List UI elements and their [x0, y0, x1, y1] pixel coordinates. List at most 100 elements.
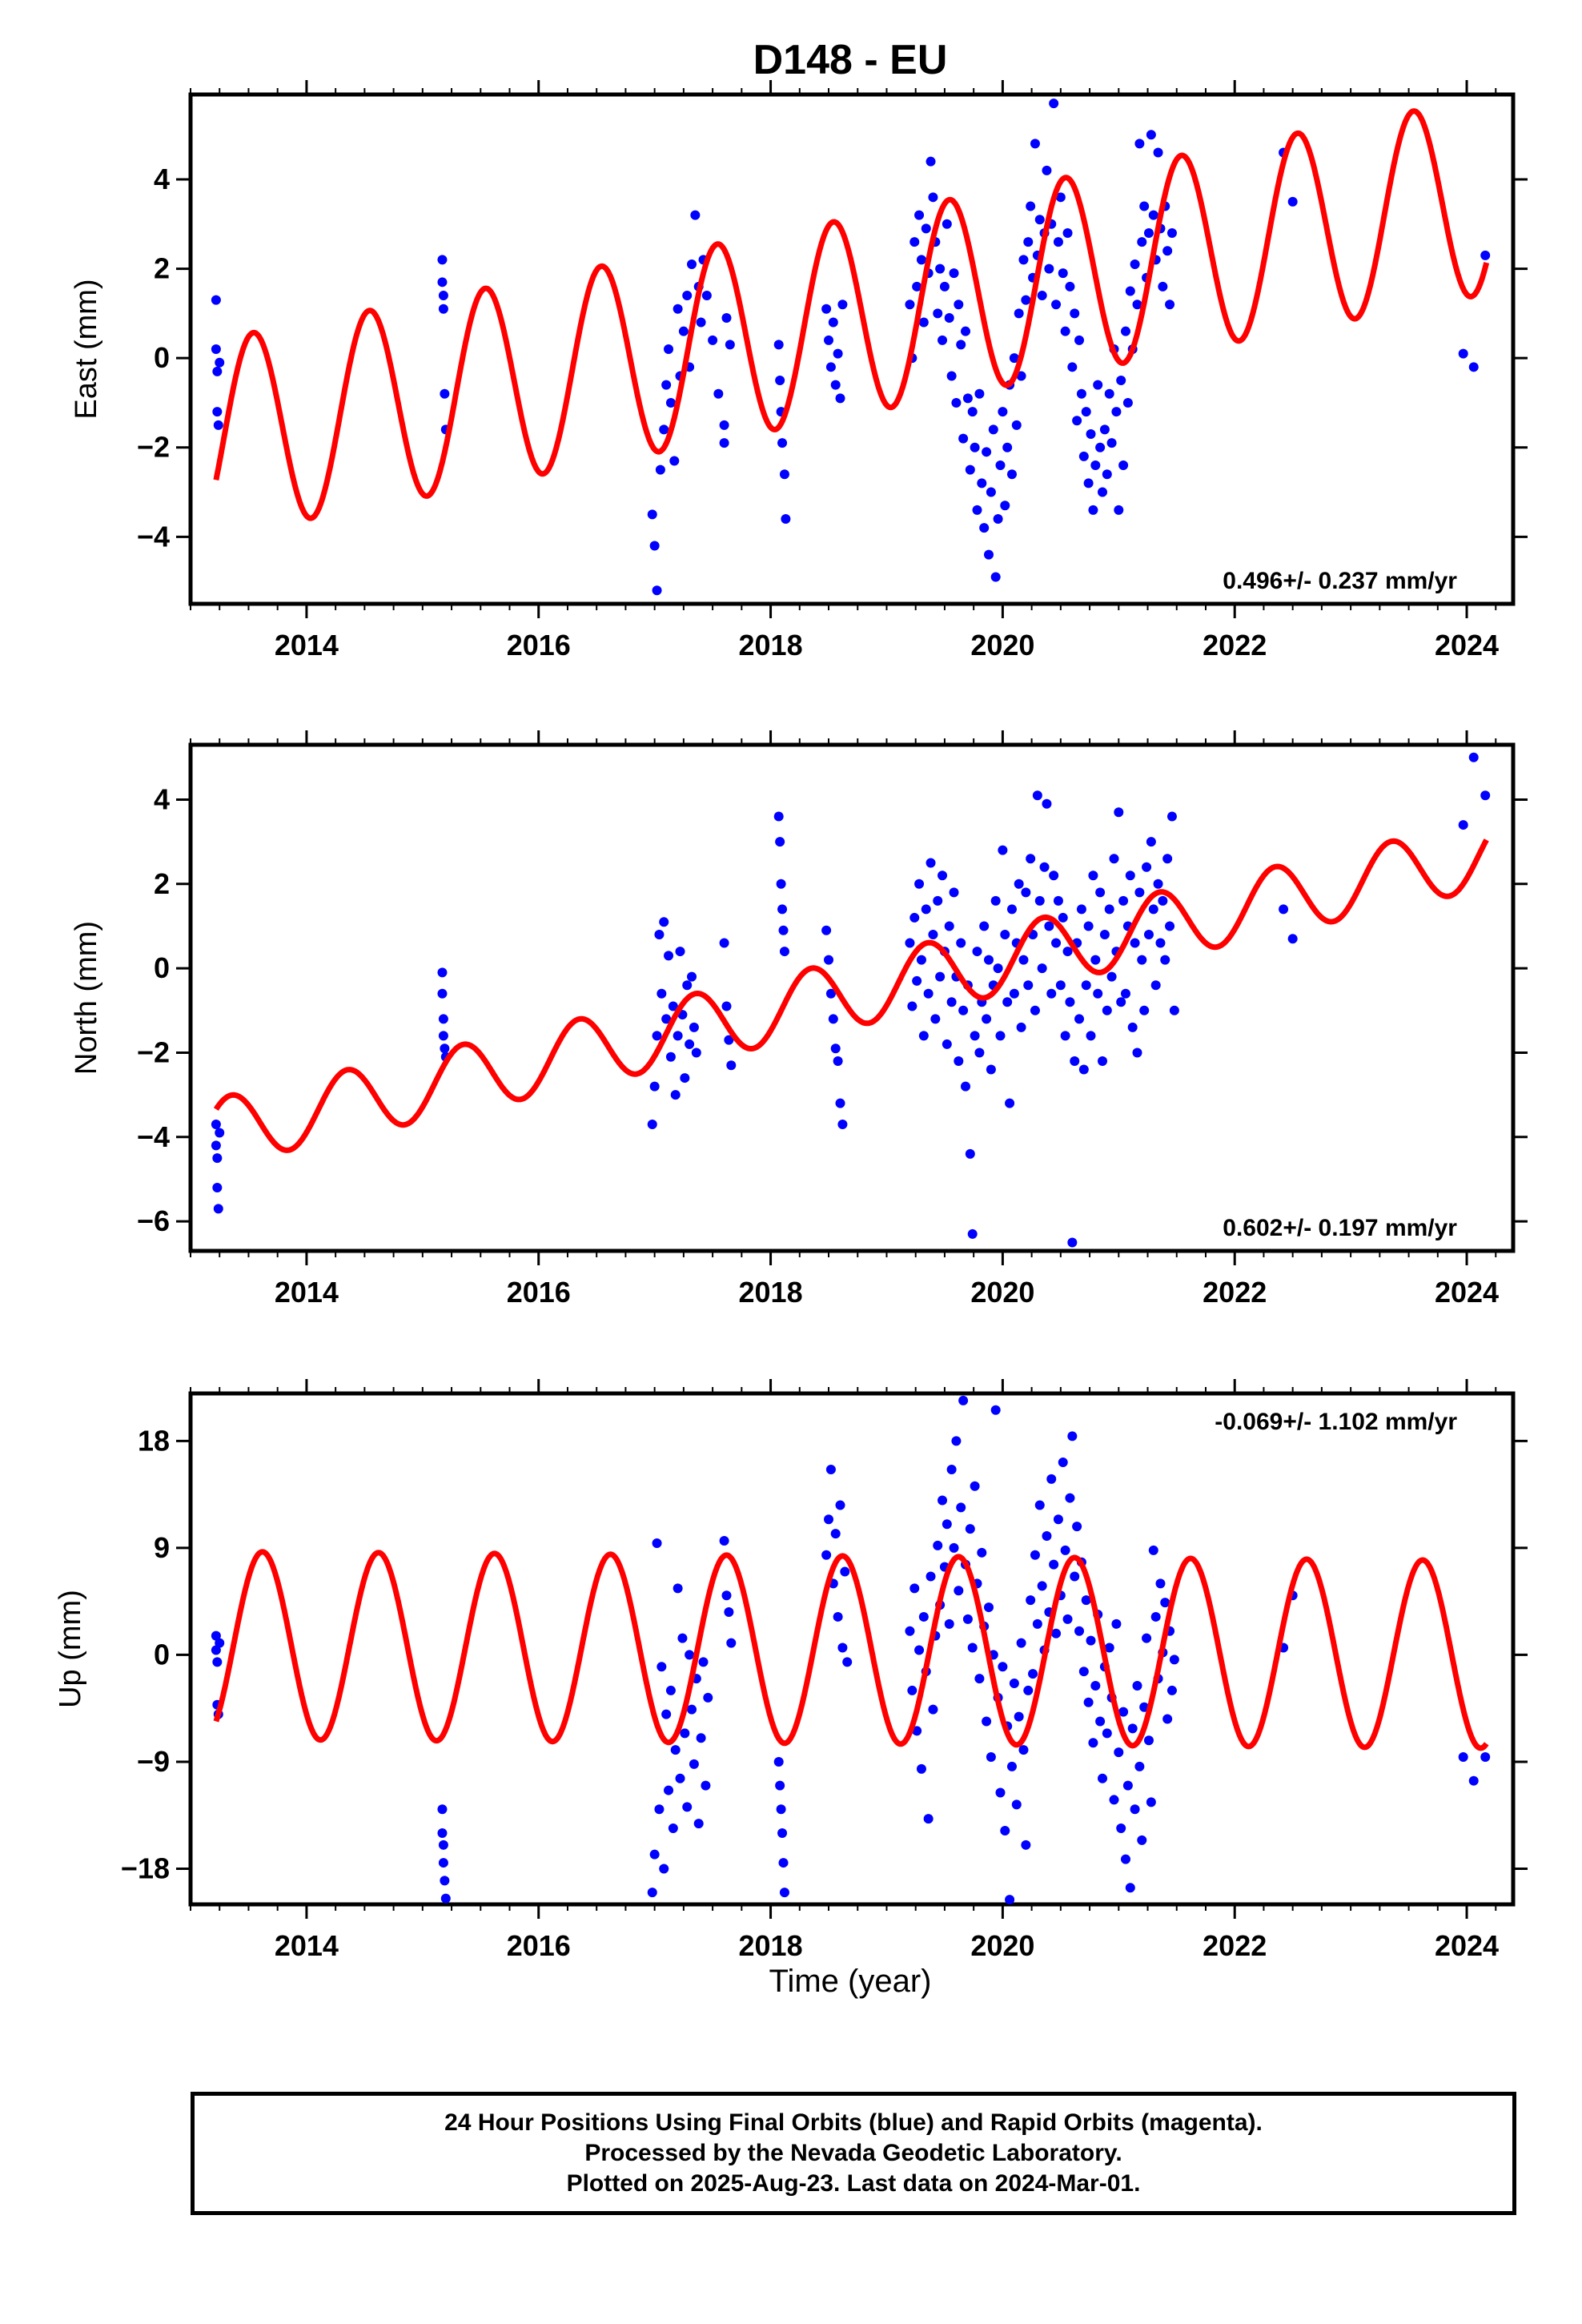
y-tick-label: 4	[154, 782, 170, 815]
x-axis-label: Time (year)	[769, 1964, 932, 1999]
data-point	[779, 1888, 789, 1898]
data-point	[726, 1638, 737, 1648]
data-point	[1132, 1047, 1142, 1058]
data-point	[1042, 798, 1052, 809]
data-point	[1021, 1839, 1031, 1850]
data-point	[1153, 147, 1163, 158]
data-point	[1162, 854, 1173, 864]
data-point	[440, 1893, 451, 1904]
data-point	[212, 1153, 223, 1164]
data-point	[1134, 1761, 1145, 1771]
data-point	[995, 1787, 1006, 1798]
data-point	[1116, 376, 1126, 386]
data-point	[1132, 1680, 1142, 1691]
data-point	[1023, 980, 1034, 991]
data-point	[1102, 1005, 1112, 1015]
data-point	[1158, 281, 1168, 292]
data-point	[821, 304, 832, 314]
data-point	[649, 541, 660, 551]
plot-frame	[188, 1391, 1516, 1907]
data-point	[1109, 1795, 1119, 1805]
data-point	[1014, 1711, 1024, 1722]
data-point	[1055, 980, 1066, 991]
data-point	[995, 1031, 1006, 1041]
data-point	[1088, 1738, 1098, 1748]
data-point	[1146, 837, 1156, 847]
data-point	[670, 1090, 681, 1100]
data-point	[942, 1039, 952, 1049]
data-point	[982, 447, 992, 457]
data-point	[1125, 1883, 1135, 1893]
data-point	[215, 357, 225, 368]
y-tick-label: −2	[137, 1035, 170, 1068]
data-point	[668, 1823, 678, 1834]
data-point	[1076, 904, 1086, 915]
data-point	[656, 1662, 667, 1672]
data-point	[438, 304, 448, 314]
data-point	[1034, 1500, 1045, 1510]
data-point	[1143, 227, 1154, 238]
data-point	[1104, 904, 1114, 915]
y-tick-label: −4	[137, 1120, 170, 1153]
data-point	[689, 1759, 699, 1769]
data-point	[1021, 887, 1031, 898]
data-point	[1090, 955, 1101, 965]
data-point	[1058, 912, 1068, 923]
data-point	[956, 1502, 966, 1513]
data-point	[1118, 460, 1129, 471]
data-point	[907, 1001, 917, 1011]
data-point	[687, 259, 697, 269]
data-point	[1090, 460, 1101, 471]
data-point	[1158, 895, 1168, 906]
data-point	[912, 1726, 922, 1736]
data-point	[1000, 1826, 1010, 1836]
data-point	[665, 397, 676, 408]
data-point	[1098, 1773, 1108, 1783]
data-point	[1142, 862, 1152, 872]
east-panel: 2014 2016 2018 2020 2022 2024 −4 −2 0 2 4 East (mm)…	[70, 80, 1528, 661]
data-point	[824, 1514, 834, 1525]
data-point	[665, 1051, 676, 1062]
data-point	[983, 549, 994, 560]
data-point	[1034, 215, 1045, 225]
data-point	[1120, 326, 1130, 336]
data-point	[824, 335, 834, 345]
data-point	[1046, 988, 1057, 999]
data-point	[719, 938, 729, 948]
data-point	[990, 895, 1001, 906]
data-point	[824, 955, 834, 965]
data-point	[777, 1827, 788, 1838]
y-tick-label: −9	[137, 1745, 170, 1778]
data-point	[685, 1039, 695, 1049]
data-point	[670, 1745, 681, 1755]
data-point	[1070, 1571, 1080, 1582]
data-point	[689, 1022, 699, 1032]
data-point	[1098, 487, 1108, 497]
data-point	[1458, 348, 1468, 359]
x-tick-label: 2014	[275, 1929, 339, 1962]
y-tick-label: 2	[154, 252, 170, 285]
data-point	[438, 291, 448, 301]
x-tick-label: 2020	[970, 1929, 1034, 1962]
data-point	[1134, 887, 1145, 898]
data-point	[779, 469, 789, 480]
data-point	[1014, 308, 1024, 319]
data-point	[921, 223, 931, 234]
data-point	[954, 1056, 964, 1066]
data-point	[946, 371, 957, 381]
data-point	[721, 1001, 732, 1011]
data-point	[211, 1140, 221, 1151]
data-point	[982, 1014, 992, 1024]
data-point	[1088, 870, 1098, 881]
up-panel: 2014 2016 2018 2020 2022 2024 −18 −9 0 9 18 Up (mm)…	[54, 1379, 1528, 1962]
data-point	[1051, 938, 1062, 948]
data-point	[211, 1645, 221, 1655]
x-tick-label: 2024	[1435, 1929, 1499, 1962]
data-point	[998, 407, 1008, 417]
model-curve	[213, 1549, 1489, 1751]
data-point	[958, 1395, 969, 1405]
data-point	[970, 1481, 980, 1491]
data-point	[990, 1405, 1001, 1415]
data-point	[1070, 1056, 1080, 1066]
data-point	[1002, 997, 1013, 1007]
